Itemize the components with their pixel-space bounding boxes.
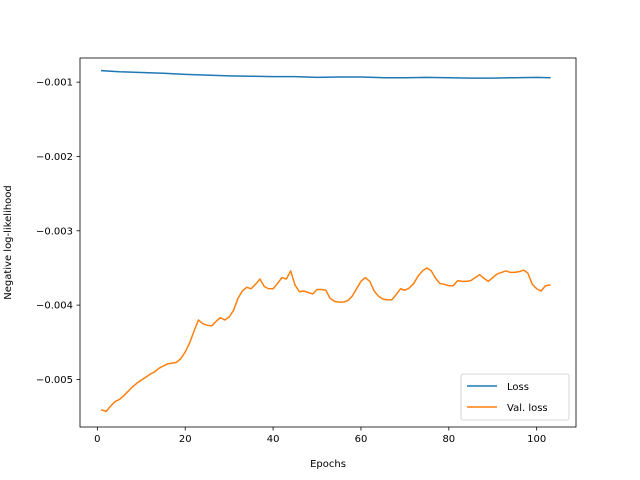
x-axis-ticks: 0 20 40 60 80 100 bbox=[94, 427, 546, 445]
y-tick-label: −0.001 bbox=[36, 78, 73, 89]
x-tick-label: 60 bbox=[355, 434, 368, 445]
x-tick-label: 100 bbox=[527, 434, 546, 445]
series-layer bbox=[100, 69, 551, 413]
x-axis-title: Epochs bbox=[310, 459, 346, 470]
series-line-val-loss bbox=[100, 267, 551, 413]
plot-area bbox=[80, 58, 576, 427]
legend: Loss Val. loss bbox=[460, 373, 570, 421]
y-tick-label: −0.003 bbox=[36, 226, 73, 237]
y-axis-ticks: −0.005 −0.004 −0.003 −0.002 −0.001 bbox=[36, 78, 80, 386]
y-axis-title: Negative log-likelihood bbox=[3, 185, 14, 300]
legend-label-loss: Loss bbox=[507, 382, 529, 393]
legend-label-val-loss: Val. loss bbox=[507, 403, 548, 414]
x-tick-label: 20 bbox=[179, 434, 192, 445]
x-tick-label: 40 bbox=[267, 434, 280, 445]
series-line-loss bbox=[100, 69, 551, 79]
y-tick-label: −0.002 bbox=[36, 152, 73, 163]
x-tick-label: 80 bbox=[442, 434, 455, 445]
y-tick-label: −0.005 bbox=[36, 375, 73, 386]
x-tick-label: 0 bbox=[94, 434, 100, 445]
y-tick-label: −0.004 bbox=[36, 301, 73, 312]
plot-frame bbox=[79, 57, 577, 428]
